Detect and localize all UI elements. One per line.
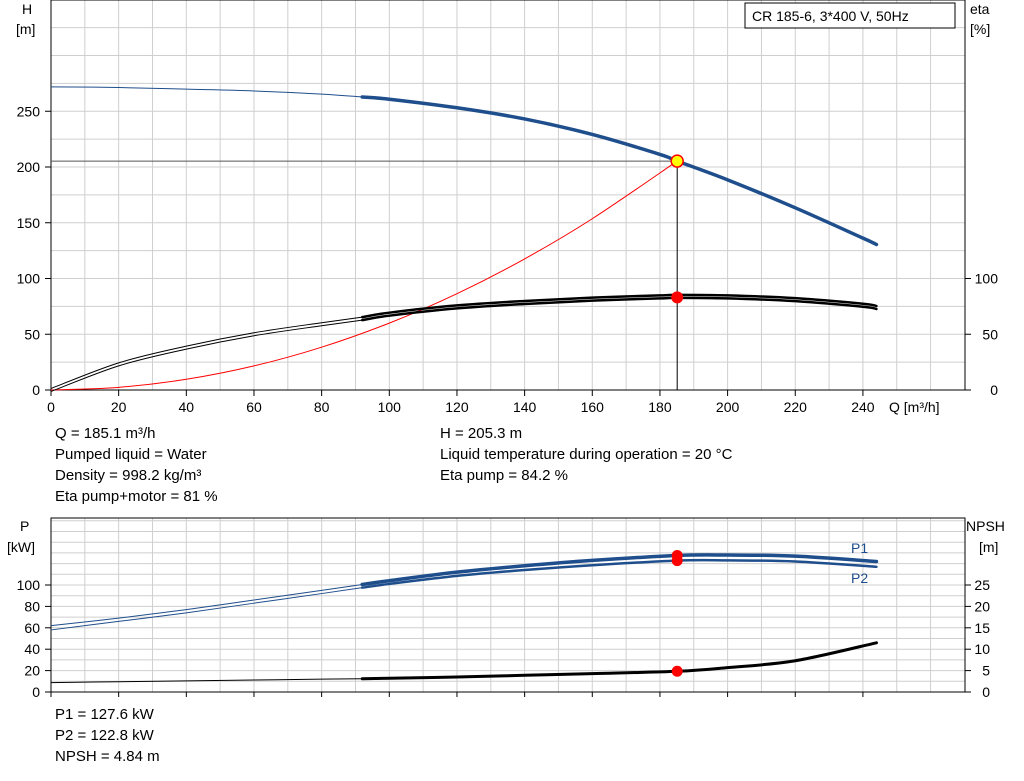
series-label-p1: P1 <box>851 540 868 556</box>
top-series <box>50 86 879 392</box>
p2-curve-thin <box>50 587 363 631</box>
y-left-tick-label: 0 <box>32 382 40 398</box>
head-curve <box>360 95 879 247</box>
p2-point-marker <box>671 555 683 567</box>
npsh-curve <box>360 641 878 681</box>
y-right-tick-label: 50 <box>982 326 998 342</box>
info-bottom: P1 = 127.6 kW P2 = 122.8 kW NPSH = 4.84 … <box>55 704 160 767</box>
bottom-right-axis-label-line1: NPSH <box>966 518 1005 534</box>
x-axis-label: Q [m³/h] <box>889 399 940 415</box>
y-left-tick-label: 40 <box>24 641 40 657</box>
info-line: Eta pump = 84.2 % <box>440 467 568 484</box>
top-left-axis-label-line2: [m] <box>16 21 35 37</box>
info-line: Pumped liquid = Water <box>55 446 207 463</box>
bottom-series: P1 P2 <box>50 540 879 684</box>
info-line: P2 = 122.8 kW <box>55 727 154 744</box>
y-right-tick-label: 20 <box>974 598 990 614</box>
x-tick-label: 20 <box>111 399 127 415</box>
y-right-tick-label: 15 <box>974 620 990 636</box>
top-grid <box>51 0 965 390</box>
bottom-axes: 0 20 40 60 80 100 0 5 10 15 20 25 <box>17 577 991 700</box>
top-left-axis-label-line1: H <box>22 1 32 17</box>
info-line: P1 = 127.6 kW <box>55 706 154 723</box>
y-left-tick-label: 60 <box>24 620 40 636</box>
y-left-tick-label: 200 <box>17 159 41 175</box>
p2-curve <box>360 558 878 589</box>
info-line: Eta pump+motor = 81 % <box>55 488 218 505</box>
chart-title-box <box>744 2 956 29</box>
y-right-tick-label: 25 <box>974 577 990 593</box>
eta-point-marker <box>671 291 684 304</box>
info-top-right: H = 205.3 m Liquid temperature during op… <box>440 423 732 486</box>
y-left-tick-label: 250 <box>17 103 41 119</box>
npsh-point-marker <box>671 665 683 677</box>
x-tick-label: 100 <box>378 399 402 415</box>
y-left-tick-label: 150 <box>17 215 41 231</box>
bottom-right-axis-label-line2: [m] <box>979 539 998 555</box>
x-tick-label: 180 <box>648 399 672 415</box>
x-tick-label: 80 <box>314 399 330 415</box>
y-left-tick-label: 100 <box>17 271 41 287</box>
top-axes: 0 20 40 60 80 100 120 140 160 180 200 220 240 0 50 100 1… <box>17 103 999 415</box>
x-tick-label: 220 <box>784 399 808 415</box>
bottom-left-axis-label-line2: [kW] <box>7 539 35 555</box>
bottom-plot-frame <box>50 517 966 693</box>
chart-title: CR 185-6, 3*400 V, 50Hz <box>752 8 909 24</box>
y-left-tick-label: 50 <box>24 326 40 342</box>
y-left-tick-label: 80 <box>24 598 40 614</box>
top-right-axis-label-line2: [%] <box>970 21 990 37</box>
y-left-tick-label: 0 <box>32 684 40 700</box>
y-left-tick-label: 100 <box>17 577 41 593</box>
x-tick-label: 200 <box>716 399 740 415</box>
info-line: Density = 998.2 kg/m³ <box>55 467 202 484</box>
x-tick-label: 60 <box>246 399 262 415</box>
p1-curve <box>360 553 879 587</box>
info-line: Q = 185.1 m³/h <box>55 425 156 442</box>
info-line: H = 205.3 m <box>440 425 523 442</box>
npsh-curve-thin <box>50 678 363 684</box>
y-right-tick-label: 5 <box>982 663 990 679</box>
top-right-axis-label-line1: eta <box>970 1 990 17</box>
eta-curve <box>360 293 878 319</box>
x-tick-label: 0 <box>47 399 55 415</box>
x-tick-label: 160 <box>581 399 605 415</box>
y-right-tick-label: 0 <box>990 382 998 398</box>
head-curve-thin <box>50 86 363 98</box>
x-tick-label: 40 <box>179 399 195 415</box>
eta-curve-thin <box>50 319 363 392</box>
y-left-tick-label: 20 <box>24 663 40 679</box>
eta-curve <box>360 296 878 322</box>
x-tick-label: 120 <box>445 399 469 415</box>
series-label-p2: P2 <box>851 570 868 586</box>
p1-curve-thin <box>50 583 363 627</box>
y-right-tick-label: 100 <box>975 271 999 287</box>
system-curve <box>50 160 678 391</box>
x-tick-label: 140 <box>513 399 537 415</box>
y-right-tick-label: 10 <box>974 641 990 657</box>
top-plot-frame <box>50 0 966 391</box>
info-top-left: Q = 185.1 m³/h Pumped liquid = Water Den… <box>55 423 218 507</box>
info-line: NPSH = 4.84 m <box>55 748 160 765</box>
eta-curve-thin <box>50 316 363 389</box>
duty-point-marker <box>670 154 684 168</box>
info-line: Liquid temperature during operation = 20… <box>440 446 733 463</box>
bottom-left-axis-label-line1: P <box>20 518 29 534</box>
x-tick-label: 240 <box>851 399 875 415</box>
y-right-tick-label: 0 <box>982 684 990 700</box>
bottom-grid <box>51 518 965 692</box>
